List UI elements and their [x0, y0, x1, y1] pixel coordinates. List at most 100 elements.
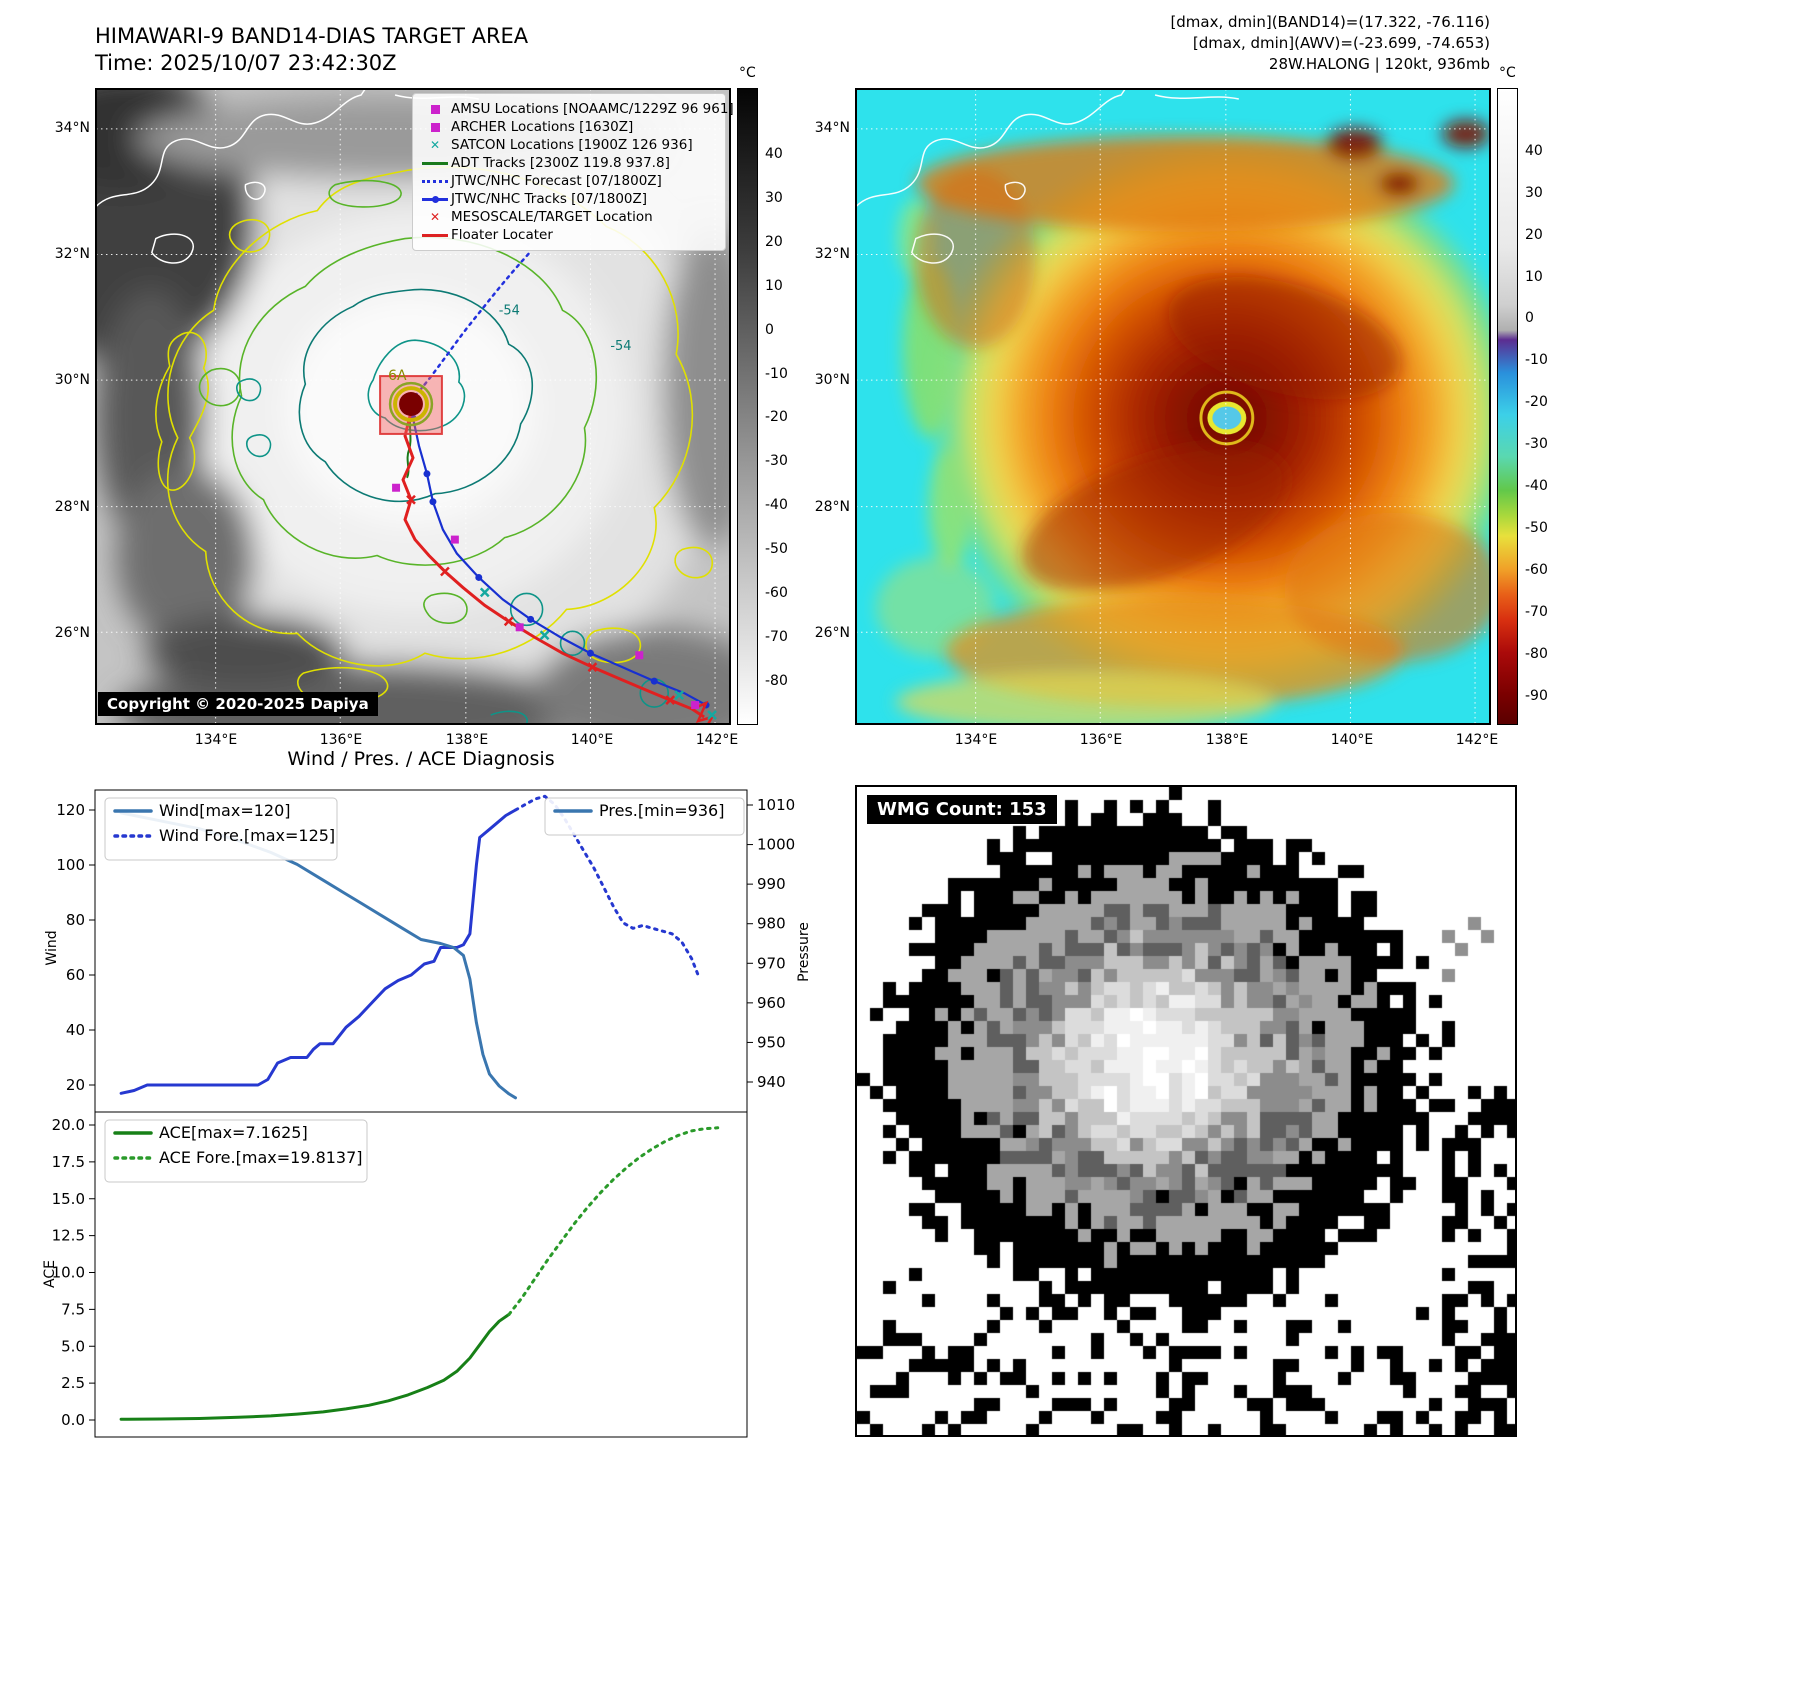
colorbar-tick-label: 40 [1525, 142, 1543, 159]
storm-center-marker [399, 392, 423, 416]
lon-tick-label: 136°E [319, 732, 363, 748]
ir-contours [155, 166, 713, 724]
axis-label: Pressure [796, 922, 812, 982]
floater-track [401, 411, 705, 719]
storm-arms [895, 119, 1490, 724]
floater-track-tail [691, 700, 715, 724]
colorbar-tick-label: -30 [1525, 436, 1548, 453]
awv-colorbar-unit: °C [1499, 65, 1516, 81]
lon-tick-label: 142°E [1455, 732, 1499, 748]
legend-item-label: Floater Locater [451, 227, 553, 243]
lat-tick-label: 26°N [54, 625, 90, 641]
legend-item-label: JTWC/NHC Forecast [07/1800Z] [451, 173, 662, 189]
line-dot-marker-icon [419, 195, 451, 203]
y-tick-label: 980 [757, 915, 786, 933]
lat-tick-label: 32°N [814, 246, 850, 262]
center-annotation: 6A [388, 368, 407, 384]
y-tick-label: 12.5 [52, 1227, 85, 1245]
band14-map-panel: -54 -54 [55, 88, 738, 748]
amsu-archer-markers [392, 483, 700, 710]
series-ace-fore- [507, 1126, 720, 1316]
band14-frame [96, 89, 730, 724]
colorbar-tick-label: 0 [765, 321, 774, 338]
band14-colorbar-unit: °C [739, 65, 756, 81]
colorbar-tick-label: -20 [1525, 394, 1548, 411]
wind-pres-ace-charts: 20 40 60 80 100 120 940 950 960 970 980 990 1000 1010… [42, 789, 812, 1438]
colorbar-tick-label: -40 [765, 497, 788, 514]
colorbar-tick-label: 0 [1525, 310, 1534, 327]
legend-item: AMSU Locations [NOAAMC/1229Z 96 961] [419, 100, 734, 118]
legend-entry-label: Pres.[min=936] [599, 801, 724, 820]
y-tick-label: 15.0 [52, 1190, 85, 1208]
lon-tick-label: 140°E [570, 732, 614, 748]
awv-frame [856, 89, 1490, 724]
y-tick-label: 100 [56, 856, 85, 874]
chart-legend [544, 797, 745, 836]
awv-map-panel: 34°N 32°N 30°N 28°N 26°N 134°E 136°E 138°E 140°E… [815, 88, 1498, 748]
legend-entry-label: Wind[max=120] [159, 801, 291, 820]
lon-tick-label: 140°E [1330, 732, 1374, 748]
legend-item: Floater Locater [419, 226, 719, 244]
latlon-grid [856, 89, 1490, 724]
colorbar-tick-label: -60 [765, 585, 788, 602]
jtwc-track [411, 417, 707, 707]
colorbar-tick-label: 10 [765, 277, 783, 294]
colorbar-tick-label: -60 [1525, 561, 1548, 578]
x-marker-icon: ✕ [429, 210, 441, 224]
y-tick-label: 5.0 [61, 1337, 85, 1355]
lon-tick-label: 134°E [954, 732, 998, 748]
y-tick-label: 940 [757, 1073, 786, 1091]
series-wind-fore- [514, 794, 700, 977]
wmg-count-badge: WMG Count: 153 [867, 795, 1057, 824]
jtwc-forecast-track [413, 250, 532, 398]
ace-plot-frame [94, 1111, 748, 1438]
legend-item-label: ARCHER Locations [1630Z] [451, 119, 634, 135]
y-tick-label: 970 [757, 954, 786, 972]
y-tick-label: 1010 [757, 796, 795, 814]
series-wind [119, 808, 517, 1095]
legend-item-label: AMSU Locations [NOAAMC/1229Z 96 961] [451, 101, 734, 117]
colorbar-tick-label: -50 [765, 541, 788, 558]
chart-legend [104, 797, 338, 861]
legend-item-label: MESOSCALE/TARGET Location [451, 209, 653, 225]
copyright-badge: Copyright © 2020-2025 Dapiya [98, 692, 378, 716]
lat-tick-label: 34°N [54, 120, 90, 136]
colorbar-tick-label: 30 [1525, 184, 1543, 201]
colorbar-tick-label: 10 [1525, 268, 1543, 285]
y-tick-label: 990 [757, 875, 786, 893]
colorbar-tick-label: -50 [1525, 520, 1548, 537]
colorbar-tick-label: -10 [765, 365, 788, 382]
band14-dmax-dmin: [dmax, dmin](BAND14)=(17.322, -76.116) [1170, 13, 1490, 31]
lat-tick-label: 28°N [54, 499, 90, 515]
colorbar-tick-label: -90 [1525, 687, 1548, 704]
lat-tick-label: 28°N [814, 499, 850, 515]
lat-tick-label: 26°N [814, 625, 850, 641]
y-tick-label: 960 [757, 994, 786, 1012]
awv-satellite-image [856, 89, 1490, 724]
storm-eye [1207, 401, 1247, 435]
wmg-panel: WMG Count: 153 [855, 785, 1517, 1437]
band14-colorbar: °C 40 30 20 10 0 -10 -20 -30 -40 -50 -60 -70 -80 [737, 65, 788, 725]
colorbar-tick-label: -70 [765, 629, 788, 646]
y-tick-label: 60 [66, 966, 85, 984]
legend-item: ADT Tracks [2300Z 119.8 937.8] [419, 154, 719, 172]
x-marker-icon: ✕ [429, 138, 441, 152]
square-marker-icon [419, 122, 451, 132]
colorbar-tick-label: 30 [765, 189, 783, 206]
legend-item-label: SATCON Locations [1900Z 126 936] [451, 137, 693, 153]
awv-colorbar: °C 40 30 20 10 0 -10 -20 -30 -40 -50 -60 -70 -80 -90 [1497, 65, 1548, 725]
colorbar-tick-label: 40 [765, 145, 783, 162]
colorbar-tick-label: 20 [1525, 226, 1543, 243]
legend-entry-label: ACE Fore.[max=19.8137] [159, 1148, 363, 1167]
colorbar-tick-label: -80 [765, 673, 788, 690]
y-tick-label: 7.5 [61, 1300, 85, 1318]
colorbar-tick-label: 20 [765, 233, 783, 250]
contour-value-label: -54 [610, 339, 631, 354]
y-tick-label: 120 [56, 801, 85, 819]
storm-name-intensity: 28W.HALONG | 120kt, 936mb [1268, 55, 1490, 73]
legend-item: JTWC/NHC Tracks [07/1800Z] [419, 190, 719, 208]
legend-item: ARCHER Locations [1630Z] [419, 118, 719, 136]
y-tick-label: 0.0 [61, 1411, 85, 1429]
lon-tick-label: 142°E [695, 732, 739, 748]
axis-label: ACE [42, 1260, 58, 1288]
